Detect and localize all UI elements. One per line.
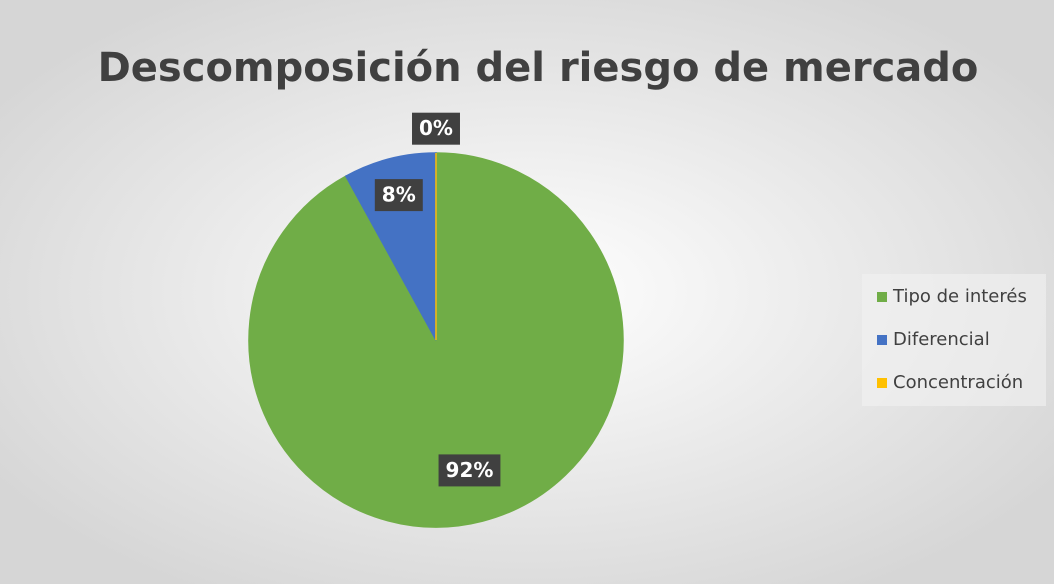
- legend-label: Tipo de interés: [892, 286, 1027, 307]
- legend-label: Concentración: [893, 372, 1023, 393]
- legend-swatch: [877, 378, 887, 388]
- data-label: 0%: [419, 116, 453, 140]
- legend-swatch: [877, 292, 887, 302]
- data-label: 8%: [382, 183, 416, 207]
- data-label: 92%: [446, 458, 494, 482]
- legend-swatch: [877, 335, 887, 345]
- data-label-box: [412, 112, 460, 145]
- chart-title: Descomposición del riesgo de mercado: [98, 45, 979, 91]
- data-label-box: [374, 179, 423, 212]
- legend-label: Diferencial: [893, 329, 990, 350]
- legend-box: [862, 274, 1046, 406]
- data-label-box: [438, 454, 501, 487]
